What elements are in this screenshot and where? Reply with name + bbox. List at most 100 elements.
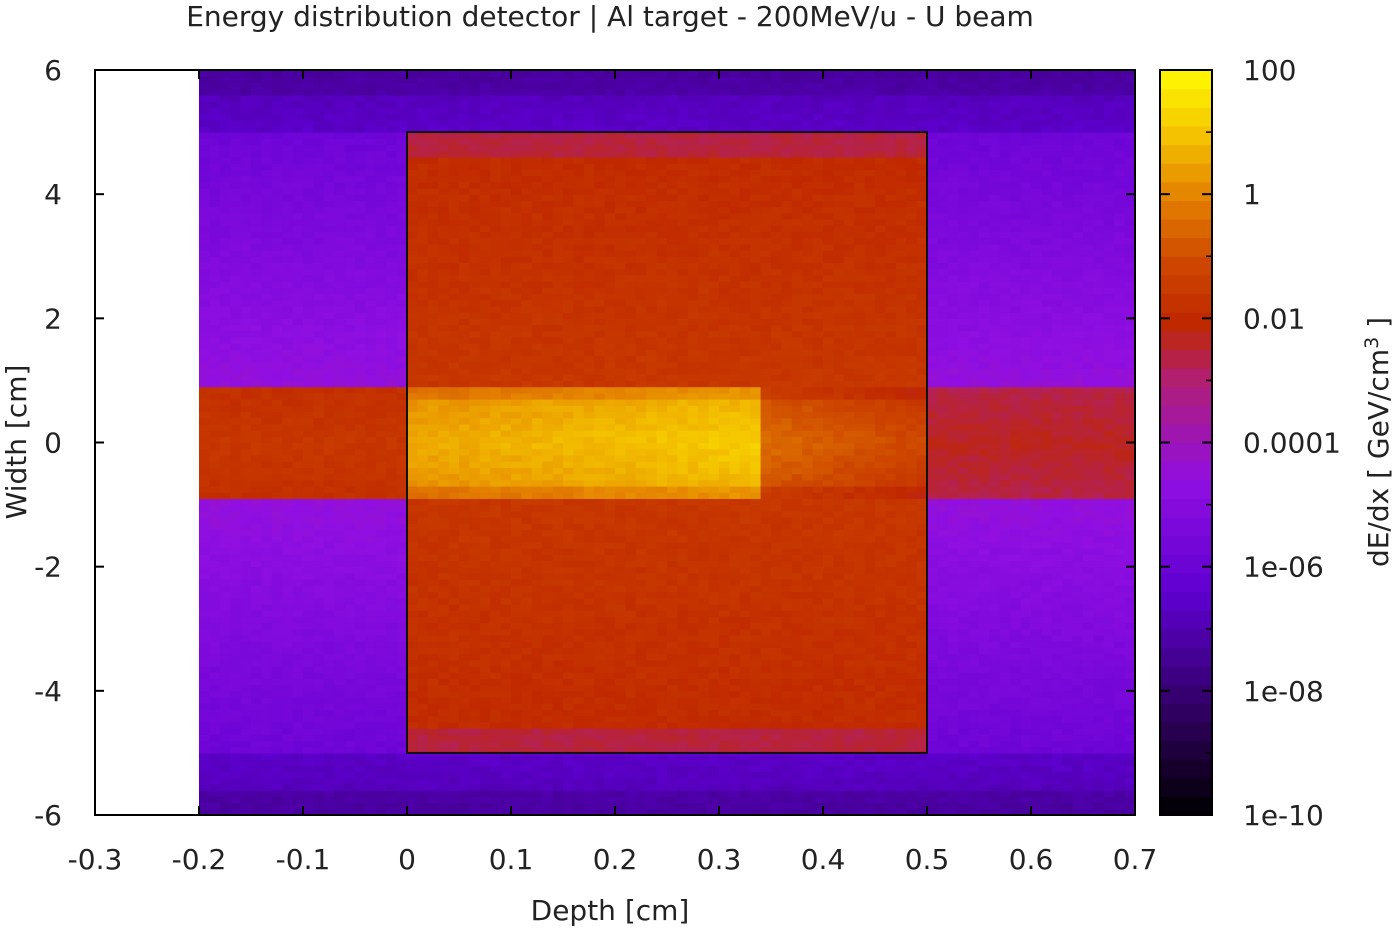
- heatmap-cell: [542, 411, 554, 419]
- heatmap-cell: [240, 274, 252, 282]
- heatmap-cell: [271, 454, 283, 462]
- heatmap-cell: [417, 529, 429, 537]
- heatmap-cell: [355, 579, 366, 586]
- heatmap-cell: [230, 771, 242, 779]
- heatmap-cell: [490, 225, 502, 233]
- heatmap-cell: [521, 541, 533, 549]
- heatmap-cell: [386, 132, 398, 139]
- heatmap-cell: [386, 560, 398, 568]
- heatmap-cell: [323, 498, 335, 506]
- heatmap-cell: [355, 467, 366, 475]
- heatmap-cell: [573, 790, 585, 797]
- heatmap-cell: [438, 765, 450, 773]
- heatmap-cell: [209, 498, 221, 506]
- heatmap-cell: [261, 231, 273, 239]
- heatmap-cell: [396, 535, 408, 543]
- heatmap-cell: [479, 498, 491, 506]
- heatmap-cell: [251, 417, 262, 425]
- heatmap-cell: [500, 579, 512, 586]
- heatmap-cell: [386, 305, 398, 313]
- heatmap-cell: [251, 250, 262, 257]
- heatmap-cell: [583, 554, 595, 562]
- heatmap-cell: [292, 473, 304, 481]
- heatmap-cell: [604, 448, 616, 456]
- heatmap-cell: [240, 144, 252, 152]
- heatmap-cell: [251, 597, 262, 605]
- heatmap-cell: [427, 790, 439, 797]
- heatmap-cell: [573, 305, 585, 313]
- heatmap-cell: [490, 709, 502, 717]
- heatmap-cell: [615, 156, 626, 164]
- heatmap-cell: [407, 734, 418, 742]
- heatmap-cell: [303, 119, 314, 127]
- heatmap-cell: [209, 94, 221, 102]
- heatmap-cell: [417, 268, 429, 276]
- heatmap-cell: [469, 411, 481, 419]
- heatmap-cell: [355, 231, 366, 239]
- heatmap-cell: [230, 492, 242, 499]
- heatmap-cell: [251, 392, 262, 400]
- heatmap-cell: [448, 498, 460, 506]
- heatmap-cell: [313, 417, 325, 425]
- heatmap-cell: [469, 361, 481, 369]
- heatmap-cell: [427, 535, 439, 543]
- heatmap-cell: [323, 101, 335, 108]
- heatmap-cell: [511, 175, 522, 183]
- heatmap-cell: [396, 386, 408, 394]
- heatmap-cell: [386, 386, 398, 394]
- heatmap-cell: [511, 783, 522, 791]
- heatmap-cell: [500, 187, 512, 195]
- heatmap-cell: [282, 485, 294, 493]
- heatmap-cell: [615, 498, 626, 506]
- heatmap-cell: [594, 392, 606, 400]
- heatmap-cell: [531, 467, 543, 475]
- heatmap-cell: [386, 206, 398, 214]
- heatmap-cell: [209, 374, 221, 382]
- heatmap-cell: [323, 684, 335, 692]
- heatmap-cell: [615, 622, 626, 630]
- heatmap-cell: [417, 777, 429, 785]
- heatmap-cell: [573, 765, 585, 773]
- heatmap-cell: [531, 498, 543, 506]
- heatmap-cell: [583, 690, 595, 698]
- heatmap-cell: [271, 343, 283, 350]
- heatmap-cell: [511, 324, 522, 332]
- heatmap-cell: [219, 256, 231, 264]
- heatmap-cell: [355, 212, 366, 220]
- heatmap-cell: [251, 88, 262, 96]
- heatmap-cell: [375, 361, 387, 369]
- heatmap-cell: [583, 411, 595, 419]
- heatmap-cell: [552, 485, 564, 493]
- heatmap-cell: [386, 548, 398, 555]
- heatmap-cell: [573, 436, 585, 444]
- heatmap-cell: [323, 709, 335, 717]
- heatmap-cell: [230, 709, 242, 717]
- heatmap-cell: [199, 368, 210, 375]
- heatmap-cell: [573, 715, 585, 723]
- heatmap-cell: [552, 728, 564, 735]
- heatmap-cell: [604, 150, 616, 158]
- heatmap-cell: [251, 132, 262, 139]
- heatmap-cell: [427, 585, 439, 593]
- heatmap-cell: [407, 603, 418, 611]
- heatmap-cell: [261, 101, 273, 108]
- heatmap-cell: [552, 610, 564, 617]
- heatmap-cell: [542, 318, 554, 326]
- heatmap-cell: [355, 225, 366, 233]
- heatmap-cell: [271, 113, 283, 121]
- heatmap-cell: [199, 374, 210, 382]
- heatmap-cell: [583, 125, 595, 133]
- chart-title: Energy distribution detector | Al target…: [186, 0, 1034, 33]
- heatmap-cell: [594, 597, 606, 605]
- heatmap-cell: [407, 399, 418, 406]
- heatmap-cell: [573, 777, 585, 785]
- heatmap-cell: [386, 417, 398, 425]
- heatmap-cell: [396, 603, 408, 611]
- heatmap-cell: [459, 765, 470, 773]
- heatmap-cell: [521, 473, 533, 481]
- heatmap-cell: [344, 492, 356, 499]
- heatmap-cell: [583, 355, 595, 363]
- heatmap-cell: [282, 454, 294, 462]
- heatmap-cell: [344, 318, 356, 326]
- heatmap-cell: [417, 132, 429, 139]
